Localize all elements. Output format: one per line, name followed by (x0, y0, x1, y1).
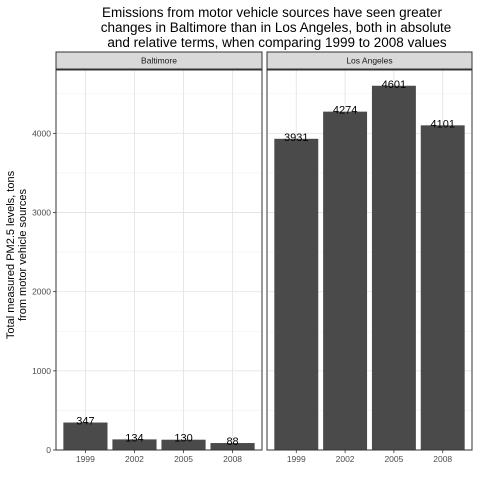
panel-baltimore: 347 134 130 88 Baltimore 1999 2002 2005 2008 (55, 51, 263, 464)
bar-1999 (274, 138, 319, 450)
facet-strip-label: Baltimore (141, 56, 177, 66)
bar-value-label: 134 (125, 432, 143, 444)
y-tick-label: 3000 (32, 208, 51, 218)
bar-1999 (63, 422, 108, 450)
y-axis-title: Total measured PM2.5 levels, tons from m… (5, 170, 29, 339)
y-tick-label: 1000 (32, 366, 51, 376)
bar-2002 (112, 439, 157, 450)
bar-2008 (210, 443, 255, 450)
x-tick-label: 2005 (174, 454, 193, 464)
y-axis: 0 1000 2000 3000 4000 (32, 128, 56, 455)
bar-value-label: 3931 (284, 132, 308, 144)
bar-2005 (371, 85, 416, 451)
facet-strip (55, 51, 263, 70)
x-tick-label: 2008 (223, 454, 242, 464)
y-axis-title-line-1: Total measured PM2.5 levels, tons (5, 170, 17, 339)
bar-value-label: 4274 (333, 105, 357, 117)
bar-2002 (323, 111, 368, 451)
y-tick-label: 2000 (32, 287, 51, 297)
facet-strip (266, 51, 473, 70)
bar-value-label: 347 (76, 416, 94, 428)
x-tick-label: 2002 (125, 454, 144, 464)
facet-strip-label: Los Angeles (346, 56, 392, 66)
chart-title-line-1: Emissions from motor vehicle sources hav… (102, 5, 442, 20)
chart-title-line-2: changes in Baltimore than in Los Angeles… (101, 20, 452, 35)
x-tick-label: 1999 (76, 454, 95, 464)
y-axis-title-line-2: from motor vehicle sources (17, 188, 29, 321)
x-tick-label: 2005 (384, 454, 403, 464)
bar-value-label: 4601 (382, 79, 406, 91)
panel-border (55, 69, 263, 451)
bar-2005 (161, 439, 206, 450)
panel-los-angeles: 3931 4274 4601 4101 Los Angeles 1999 2002 2005 2… (266, 51, 473, 464)
bar-value-label: 88 (226, 436, 238, 448)
x-tick-label: 1999 (287, 454, 306, 464)
y-tick-label: 4000 (32, 128, 51, 138)
bar-value-label: 130 (174, 433, 192, 445)
x-tick-label: 2008 (433, 454, 452, 464)
panel-border (266, 69, 473, 451)
chart-title-line-3: and relative terms, when comparing 1999 … (107, 35, 446, 50)
y-tick-label: 0 (46, 445, 51, 455)
bar-value-label: 4101 (430, 118, 454, 130)
x-tick-label: 2002 (336, 454, 355, 464)
panel-background (56, 70, 262, 450)
bar-2008 (420, 125, 465, 451)
chart-title: Emissions from motor vehicle sources hav… (101, 5, 452, 50)
